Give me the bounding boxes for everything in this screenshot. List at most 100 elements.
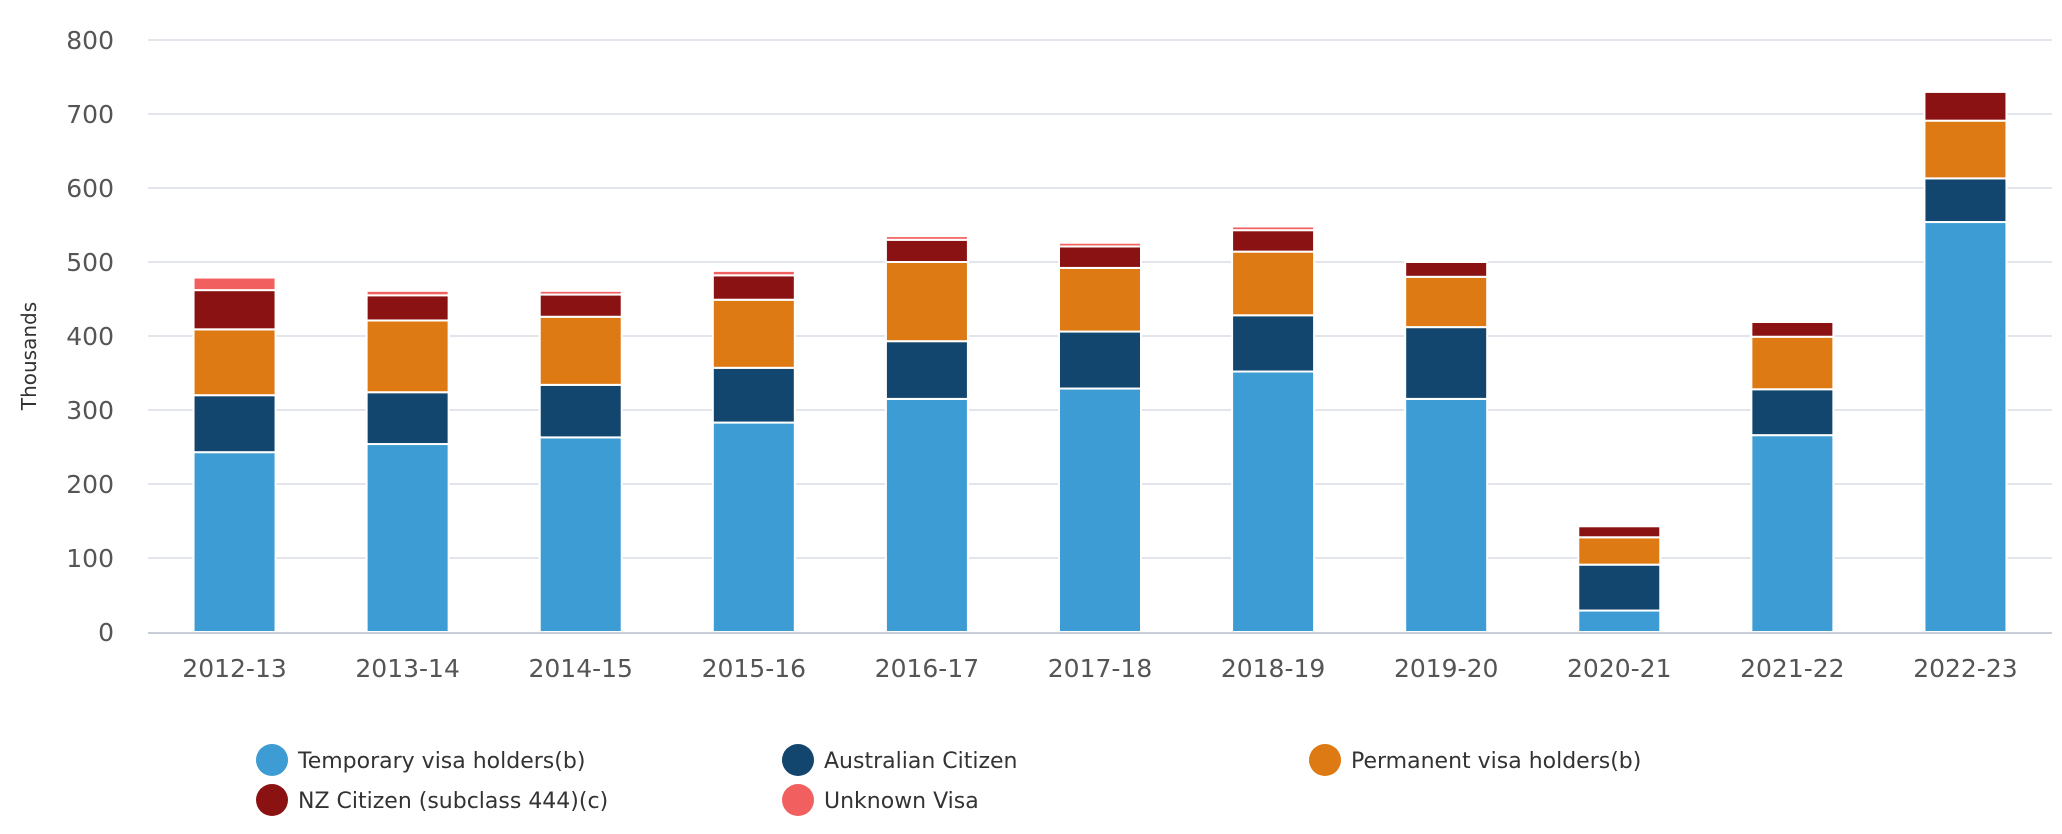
bar-stack <box>1923 90 2008 633</box>
bar-stack <box>192 276 277 633</box>
y-tick-label: 600 <box>66 174 114 203</box>
bar-segment <box>1923 177 2008 224</box>
y-tick-label: 300 <box>66 396 114 425</box>
bar-segment <box>1404 326 1489 400</box>
legend-marker <box>782 784 814 816</box>
y-tick-label: 700 <box>66 100 114 129</box>
x-tick-label: 2021-22 <box>1740 654 1844 683</box>
bar-segment <box>1231 229 1316 253</box>
bar-segment <box>538 436 623 633</box>
bar-segment <box>1577 609 1662 633</box>
bar-segment <box>1750 388 1835 437</box>
bar-segment <box>1404 397 1489 633</box>
legend-item: Permanent visa holders(b) <box>1309 744 1641 776</box>
legend: Temporary visa holders(b) Australian Citi… <box>256 744 1641 816</box>
bar-stack <box>538 289 623 633</box>
bar-segment <box>884 397 969 633</box>
bar-segment <box>884 238 969 264</box>
legend-marker <box>256 744 288 776</box>
x-tick-label: 2017-18 <box>1048 654 1152 683</box>
x-tick-label: 2020-21 <box>1567 654 1671 683</box>
legend-item: Unknown Visa <box>782 784 979 816</box>
bar-segment <box>1058 330 1142 390</box>
bars <box>192 90 2008 634</box>
bar-segment <box>1923 90 2008 93</box>
x-tick-label: 2022-23 <box>1913 654 2017 683</box>
bar-segment <box>365 319 450 394</box>
bar-segment <box>365 391 450 446</box>
bar-segment <box>884 261 969 343</box>
legend-item: Australian Citizen <box>782 744 1018 776</box>
bar-stack <box>711 269 796 633</box>
x-tick-label: 2012-13 <box>182 654 286 683</box>
legend-label: Temporary visa holders(b) <box>297 749 585 774</box>
x-tick-label: 2019-20 <box>1394 654 1498 683</box>
y-tick-label: 100 <box>66 544 114 573</box>
y-tick-label: 500 <box>66 248 114 277</box>
legend-label: Permanent visa holders(b) <box>1351 749 1641 774</box>
bar-segment <box>365 443 450 634</box>
bar-segment <box>884 235 969 241</box>
bar-segment <box>1058 241 1142 248</box>
bar-stack <box>1058 241 1142 634</box>
bar-segment <box>1058 387 1142 634</box>
bar-segment <box>365 289 450 297</box>
bar-segment <box>1923 119 2008 180</box>
bar-stack <box>1750 320 1835 633</box>
bar-stack <box>365 289 450 634</box>
bar-segment <box>192 451 277 633</box>
legend-label: Unknown Visa <box>824 789 979 814</box>
x-tick-label: 2015-16 <box>702 654 806 683</box>
legend-marker <box>256 784 288 816</box>
y-tick-label: 400 <box>66 322 114 351</box>
legend-marker <box>1309 744 1341 776</box>
bar-segment <box>1577 525 1662 539</box>
bar-segment <box>538 315 623 386</box>
x-tick-label: 2013-14 <box>355 654 459 683</box>
bar-segment <box>1750 434 1835 633</box>
x-tick-label: 2018-19 <box>1221 654 1325 683</box>
y-tick-label: 800 <box>66 26 114 55</box>
bar-segment <box>711 274 796 301</box>
bar-stack <box>1404 260 1489 633</box>
bar-segment <box>1231 314 1316 373</box>
bar-segment <box>192 276 277 292</box>
bar-stack <box>1231 225 1316 633</box>
bar-segment <box>711 269 796 277</box>
bar-segment <box>538 289 623 296</box>
bar-segment <box>1404 260 1489 264</box>
bar-stack <box>1577 524 1662 633</box>
y-axis-title: Thousands <box>17 302 41 411</box>
bar-stack <box>884 235 969 633</box>
bar-segment <box>711 421 796 633</box>
bar-segment <box>1750 320 1835 323</box>
legend-label: Australian Citizen <box>824 749 1018 774</box>
bar-segment <box>1577 524 1662 528</box>
x-tick-label: 2016-17 <box>875 654 979 683</box>
bar-segment <box>1231 370 1316 633</box>
y-tick-label: 200 <box>66 470 114 499</box>
bar-segment <box>1577 536 1662 566</box>
bar-segment <box>192 328 277 397</box>
bar-segment <box>711 298 796 369</box>
bar-segment <box>1577 563 1662 612</box>
bar-segment <box>1058 266 1142 333</box>
bar-segment <box>1750 320 1835 338</box>
bar-segment <box>711 366 796 424</box>
x-axis-ticks: 2012-13 2013-14 2014-15 2015-16 2016-17 2017-… <box>182 654 2017 683</box>
y-tick-label: 0 <box>98 618 114 647</box>
bar-segment <box>365 294 450 322</box>
legend-item: Temporary visa holders(b) <box>256 744 585 776</box>
bar-segment <box>192 394 277 454</box>
legend-marker <box>782 744 814 776</box>
bar-segment <box>538 383 623 439</box>
y-axis-ticks: 0 100 200 300 400 500 600 700 800 <box>66 26 114 647</box>
bar-segment <box>192 289 277 331</box>
bar-segment <box>1231 250 1316 317</box>
bar-segment <box>1923 221 2008 633</box>
legend-item: NZ Citizen (subclass 444)(c) <box>256 784 608 816</box>
legend-label: NZ Citizen (subclass 444)(c) <box>298 789 608 814</box>
bar-segment <box>538 293 623 318</box>
